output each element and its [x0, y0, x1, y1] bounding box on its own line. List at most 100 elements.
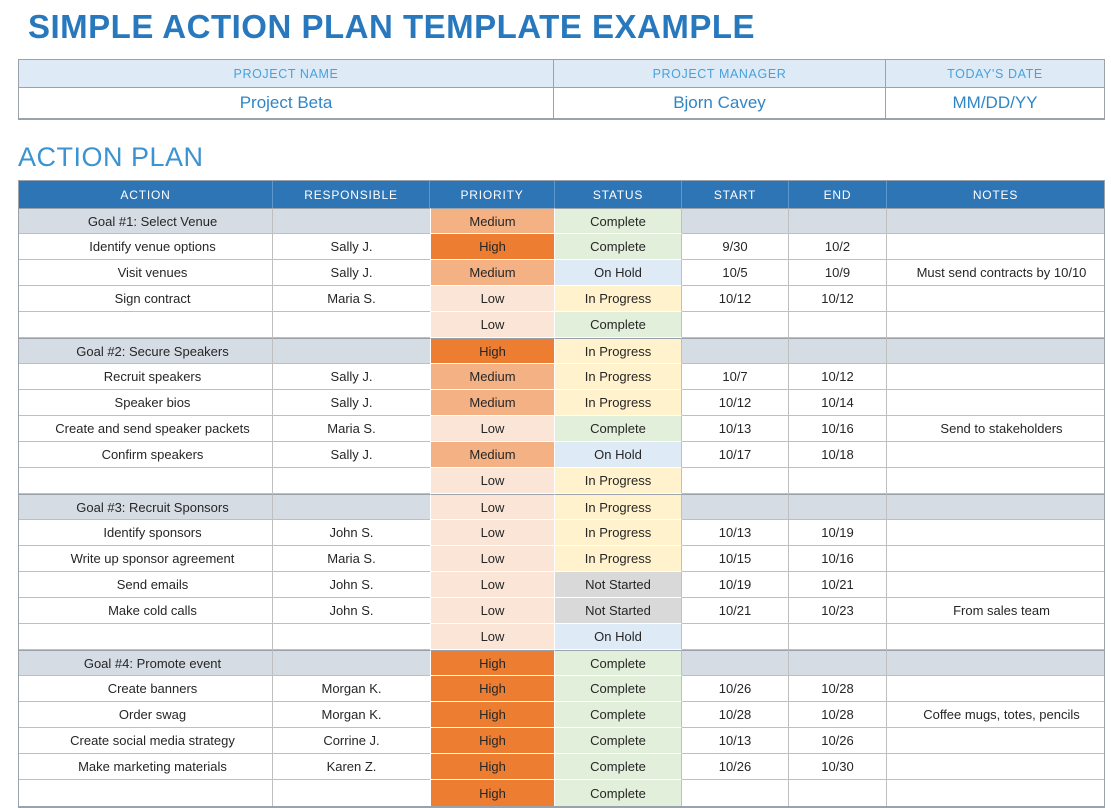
- action-cell[interactable]: [19, 312, 273, 338]
- start-cell[interactable]: 10/13: [682, 416, 789, 442]
- todays-date-value[interactable]: MM/DD/YY: [886, 88, 1104, 118]
- action-cell[interactable]: Make cold calls: [19, 598, 273, 624]
- responsible-cell[interactable]: [273, 208, 430, 234]
- action-cell[interactable]: Goal #2: Secure Speakers: [19, 338, 273, 364]
- start-cell[interactable]: [682, 468, 789, 494]
- priority-cell[interactable]: High: [430, 702, 555, 728]
- priority-cell[interactable]: Medium: [430, 390, 555, 416]
- status-cell[interactable]: Complete: [555, 702, 682, 728]
- priority-cell[interactable]: Medium: [430, 260, 555, 286]
- start-cell[interactable]: [682, 650, 789, 676]
- action-cell[interactable]: Recruit speakers: [19, 364, 273, 390]
- priority-cell[interactable]: Medium: [430, 442, 555, 468]
- end-cell[interactable]: [789, 650, 887, 676]
- status-cell[interactable]: On Hold: [555, 624, 682, 650]
- start-cell[interactable]: [682, 780, 789, 806]
- end-cell[interactable]: 10/16: [789, 416, 887, 442]
- notes-cell[interactable]: [887, 676, 1104, 702]
- start-cell[interactable]: 10/12: [682, 390, 789, 416]
- responsible-cell[interactable]: Maria S.: [273, 286, 430, 312]
- status-cell[interactable]: In Progress: [555, 468, 682, 494]
- action-cell[interactable]: Make marketing materials: [19, 754, 273, 780]
- end-cell[interactable]: 10/9: [789, 260, 887, 286]
- end-cell[interactable]: [789, 338, 887, 364]
- action-cell[interactable]: Goal #3: Recruit Sponsors: [19, 494, 273, 520]
- action-cell[interactable]: Create social media strategy: [19, 728, 273, 754]
- notes-cell[interactable]: [887, 468, 1104, 494]
- start-cell[interactable]: 10/15: [682, 546, 789, 572]
- priority-cell[interactable]: High: [430, 780, 555, 806]
- notes-cell[interactable]: [887, 390, 1104, 416]
- notes-cell[interactable]: [887, 494, 1104, 520]
- start-cell[interactable]: 10/17: [682, 442, 789, 468]
- notes-cell[interactable]: [887, 364, 1104, 390]
- start-cell[interactable]: 10/7: [682, 364, 789, 390]
- start-cell[interactable]: 9/30: [682, 234, 789, 260]
- status-cell[interactable]: Complete: [555, 754, 682, 780]
- status-cell[interactable]: Complete: [555, 650, 682, 676]
- start-cell[interactable]: 10/19: [682, 572, 789, 598]
- status-cell[interactable]: Not Started: [555, 598, 682, 624]
- action-cell[interactable]: Identify sponsors: [19, 520, 273, 546]
- action-cell[interactable]: Write up sponsor agreement: [19, 546, 273, 572]
- responsible-cell[interactable]: [273, 468, 430, 494]
- notes-cell[interactable]: Send to stakeholders: [887, 416, 1104, 442]
- responsible-cell[interactable]: Maria S.: [273, 546, 430, 572]
- status-cell[interactable]: Complete: [555, 234, 682, 260]
- project-name-value[interactable]: Project Beta: [19, 88, 554, 118]
- end-cell[interactable]: 10/16: [789, 546, 887, 572]
- action-cell[interactable]: [19, 780, 273, 806]
- end-cell[interactable]: 10/2: [789, 234, 887, 260]
- responsible-cell[interactable]: John S.: [273, 598, 430, 624]
- priority-cell[interactable]: Low: [430, 520, 555, 546]
- end-cell[interactable]: [789, 624, 887, 650]
- status-cell[interactable]: On Hold: [555, 442, 682, 468]
- priority-cell[interactable]: High: [430, 754, 555, 780]
- action-cell[interactable]: Send emails: [19, 572, 273, 598]
- priority-cell[interactable]: Low: [430, 494, 555, 520]
- responsible-cell[interactable]: Sally J.: [273, 390, 430, 416]
- priority-cell[interactable]: Medium: [430, 208, 555, 234]
- responsible-cell[interactable]: [273, 650, 430, 676]
- responsible-cell[interactable]: John S.: [273, 572, 430, 598]
- action-cell[interactable]: Sign contract: [19, 286, 273, 312]
- priority-cell[interactable]: Medium: [430, 364, 555, 390]
- action-cell[interactable]: Goal #4: Promote event: [19, 650, 273, 676]
- notes-cell[interactable]: [887, 572, 1104, 598]
- responsible-cell[interactable]: Corrine J.: [273, 728, 430, 754]
- action-cell[interactable]: Speaker bios: [19, 390, 273, 416]
- status-cell[interactable]: Complete: [555, 728, 682, 754]
- start-cell[interactable]: 10/13: [682, 520, 789, 546]
- responsible-cell[interactable]: [273, 494, 430, 520]
- start-cell[interactable]: [682, 624, 789, 650]
- start-cell[interactable]: 10/26: [682, 676, 789, 702]
- responsible-cell[interactable]: [273, 624, 430, 650]
- start-cell[interactable]: [682, 208, 789, 234]
- status-cell[interactable]: Complete: [555, 780, 682, 806]
- priority-cell[interactable]: High: [430, 338, 555, 364]
- responsible-cell[interactable]: Morgan K.: [273, 676, 430, 702]
- responsible-cell[interactable]: John S.: [273, 520, 430, 546]
- end-cell[interactable]: 10/30: [789, 754, 887, 780]
- start-cell[interactable]: 10/28: [682, 702, 789, 728]
- responsible-cell[interactable]: Maria S.: [273, 416, 430, 442]
- action-cell[interactable]: [19, 468, 273, 494]
- end-cell[interactable]: [789, 468, 887, 494]
- start-cell[interactable]: 10/13: [682, 728, 789, 754]
- end-cell[interactable]: 10/12: [789, 364, 887, 390]
- priority-cell[interactable]: High: [430, 676, 555, 702]
- priority-cell[interactable]: Low: [430, 312, 555, 338]
- status-cell[interactable]: In Progress: [555, 546, 682, 572]
- priority-cell[interactable]: Low: [430, 598, 555, 624]
- end-cell[interactable]: 10/12: [789, 286, 887, 312]
- start-cell[interactable]: 10/26: [682, 754, 789, 780]
- priority-cell[interactable]: Low: [430, 286, 555, 312]
- action-cell[interactable]: Create and send speaker packets: [19, 416, 273, 442]
- notes-cell[interactable]: [887, 780, 1104, 806]
- action-cell[interactable]: Create banners: [19, 676, 273, 702]
- status-cell[interactable]: Not Started: [555, 572, 682, 598]
- priority-cell[interactable]: High: [430, 650, 555, 676]
- end-cell[interactable]: 10/23: [789, 598, 887, 624]
- status-cell[interactable]: Complete: [555, 208, 682, 234]
- notes-cell[interactable]: [887, 234, 1104, 260]
